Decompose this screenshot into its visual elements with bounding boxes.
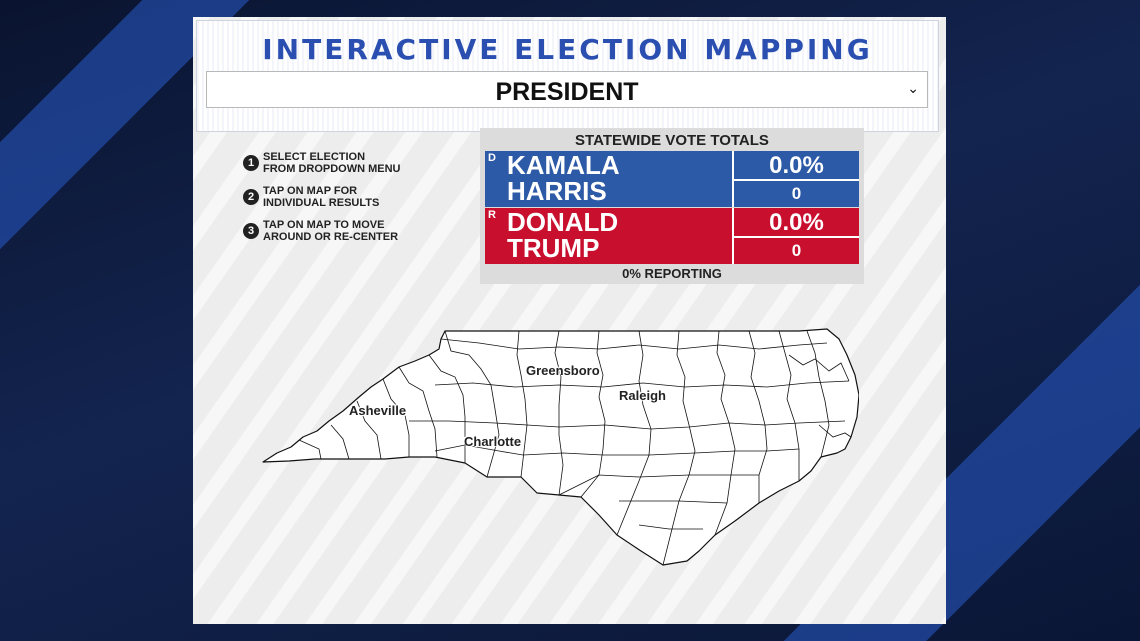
step-number-icon: 3: [243, 223, 259, 239]
vote-percent: 0.0%: [769, 152, 824, 179]
city-label-asheville: Asheville: [349, 403, 407, 418]
county-borders[interactable]: [298, 330, 852, 566]
party-label: D: [488, 152, 496, 164]
divider: [734, 236, 859, 238]
vote-count: 0: [791, 241, 802, 260]
candidate-name: KAMALA HARRIS: [507, 150, 620, 206]
candidate-row-harris: D KAMALA HARRIS 0.0% 0: [485, 151, 859, 207]
vote-percent: 0.0%: [769, 209, 824, 236]
divider: [734, 179, 859, 181]
race-dropdown[interactable]: PRESIDENT ⌄: [206, 71, 928, 108]
party-label: R: [488, 209, 496, 221]
candidate-name: DONALD TRUMP: [507, 207, 619, 263]
divider: [732, 208, 734, 264]
step-text: SELECT ELECTION FROM DROPDOWN MENU: [263, 151, 401, 175]
election-panel: INTERACTIVE ELECTION MAPPING PRESIDENT ⌄…: [193, 17, 946, 624]
vote-count: 0: [791, 184, 802, 203]
step-text: TAP ON MAP FOR INDIVIDUAL RESULTS: [263, 185, 380, 209]
city-label-raleigh: Raleigh: [619, 388, 666, 403]
divider: [732, 151, 734, 207]
chevron-down-icon[interactable]: ⌄: [907, 80, 919, 96]
nc-county-map[interactable]: [259, 325, 859, 575]
statewide-totals: STATEWIDE VOTE TOTALS D KAMALA HARRIS 0.…: [480, 128, 864, 284]
totals-title: STATEWIDE VOTE TOTALS: [575, 132, 769, 149]
race-dropdown-value: PRESIDENT: [495, 78, 639, 106]
city-label-greensboro: Greensboro: [526, 363, 600, 378]
reporting-status: 0% REPORTING: [622, 266, 722, 281]
candidate-row-trump: R DONALD TRUMP 0.0% 0: [485, 208, 859, 264]
city-label-charlotte: Charlotte: [464, 434, 522, 449]
step-number-icon: 1: [243, 155, 259, 171]
step-text: TAP ON MAP TO MOVE AROUND OR RE-CENTER: [263, 219, 399, 243]
header: INTERACTIVE ELECTION MAPPING PRESIDENT ⌄: [196, 20, 939, 132]
page-title: INTERACTIVE ELECTION MAPPING: [262, 33, 873, 66]
step-number-icon: 2: [243, 189, 259, 205]
